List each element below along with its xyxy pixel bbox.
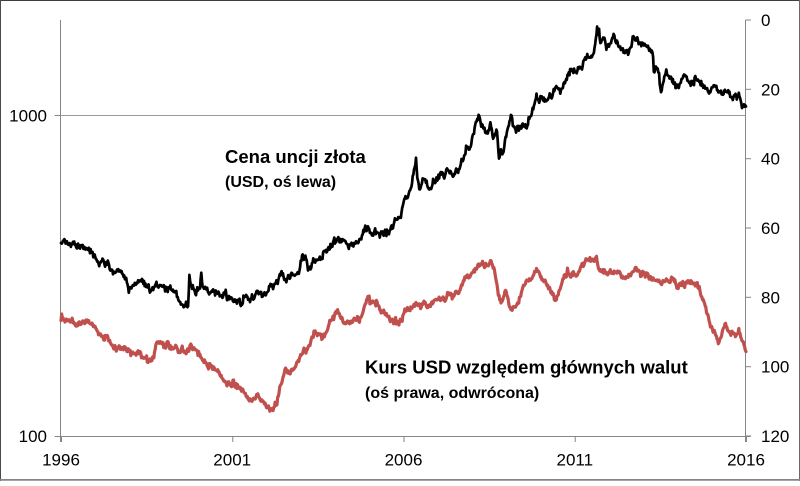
svg-text:2011: 2011	[557, 451, 594, 470]
svg-text:100: 100	[19, 427, 47, 446]
svg-text:20: 20	[761, 80, 780, 99]
svg-text:2016: 2016	[727, 451, 765, 470]
svg-text:Kurs USD względem głównych wal: Kurs USD względem głównych walut	[365, 357, 688, 378]
svg-text:2006: 2006	[385, 451, 423, 470]
svg-text:40: 40	[761, 150, 780, 169]
svg-text:Cena uncji złota: Cena uncji złota	[225, 146, 367, 167]
svg-text:1996: 1996	[42, 451, 80, 470]
svg-text:120: 120	[761, 427, 789, 446]
svg-text:2001: 2001	[213, 451, 251, 470]
svg-text:(oś prawa, odwrócona): (oś prawa, odwrócona)	[365, 385, 539, 402]
svg-text:80: 80	[761, 288, 780, 307]
svg-text:0: 0	[761, 11, 770, 30]
svg-text:100: 100	[761, 358, 789, 377]
svg-text:(USD, oś lewa): (USD, oś lewa)	[225, 174, 336, 191]
svg-text:1000: 1000	[9, 107, 47, 126]
svg-text:60: 60	[761, 219, 780, 238]
